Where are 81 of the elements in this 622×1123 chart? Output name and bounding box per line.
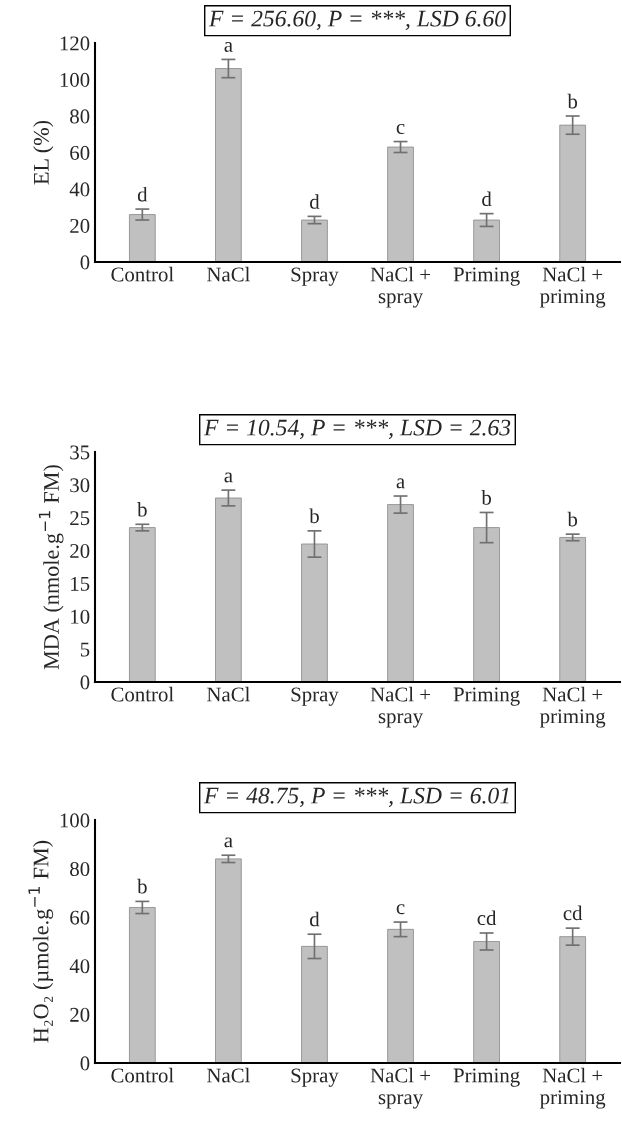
y-tick-label: 20 xyxy=(70,218,90,233)
data-label: b xyxy=(309,508,319,524)
data-label: cd xyxy=(477,910,497,926)
y-tick-label: 80 xyxy=(70,861,90,877)
x-tick-label: NaCl xyxy=(207,266,250,282)
data-label: cd xyxy=(563,905,583,921)
y-tick-label: 30 xyxy=(70,478,90,493)
chart-title: F = 256.60, P = ***, LSD 6.60 xyxy=(208,10,506,30)
bar xyxy=(129,214,156,262)
bar xyxy=(301,543,328,682)
x-tick-label: Control xyxy=(111,266,174,282)
x-tick-label: NaCl + priming xyxy=(540,1067,606,1109)
x-tick-label: Spray xyxy=(291,687,339,706)
bar xyxy=(473,941,500,1063)
x-tick-label: Priming xyxy=(453,267,520,286)
y-tick-label: 25 xyxy=(70,511,90,526)
bar xyxy=(387,928,414,1063)
x-tick-label: NaCl xyxy=(207,686,250,702)
bar xyxy=(387,504,414,682)
x-tick-label: NaCl + spray xyxy=(370,686,430,728)
y-tick-label: 35 xyxy=(70,445,90,460)
bar xyxy=(559,537,586,682)
y-tick-label: 120 xyxy=(60,36,90,51)
bar xyxy=(301,945,328,1063)
data-label: a xyxy=(224,472,233,483)
y-tick-label: 10 xyxy=(71,609,90,624)
y-tick-label: 0 xyxy=(80,255,90,270)
chart-title: F = 48.75, P = ***, LSD = 6.01 xyxy=(203,787,509,807)
x-tick-label: NaCl + priming xyxy=(540,266,606,308)
x-tick-label: Priming xyxy=(453,1068,520,1087)
y-tick-label: 20 xyxy=(70,543,90,558)
bar xyxy=(473,219,500,262)
y-tick-label: 0 xyxy=(80,675,90,690)
y-tick-label: 100 xyxy=(60,813,90,828)
y-axis-title: MDA (nmole.g$^{−1}$ FM) xyxy=(38,465,64,670)
data-label: c xyxy=(396,904,405,915)
bar xyxy=(559,124,586,262)
data-label: c xyxy=(396,124,405,135)
bar xyxy=(129,907,156,1063)
bar xyxy=(559,936,586,1063)
y-tick-label: 60 xyxy=(70,910,90,925)
y-tick-label: 20 xyxy=(70,1007,90,1022)
x-tick-label: NaCl + spray xyxy=(370,1067,430,1109)
bar xyxy=(129,527,156,682)
bar xyxy=(387,146,414,262)
data-label: b xyxy=(481,490,492,505)
data-label: a xyxy=(224,41,233,52)
bar xyxy=(215,68,242,262)
y-tick-label: 40 xyxy=(69,959,90,974)
x-tick-label: Spray xyxy=(291,267,339,286)
y-axis-title: EL (%) xyxy=(33,120,54,185)
data-label: d xyxy=(310,194,320,209)
x-tick-label: Spray xyxy=(291,1068,339,1087)
bar xyxy=(301,219,328,262)
bar xyxy=(473,527,500,682)
y-tick-label: 40 xyxy=(69,182,90,197)
data-label: b xyxy=(567,511,578,527)
data-label: d xyxy=(482,191,492,207)
bar xyxy=(215,858,242,1063)
data-label: a xyxy=(396,478,405,489)
y-tick-label: 0 xyxy=(80,1056,90,1071)
chart-title: F = 10.54, P = ***, LSD = 2.63 xyxy=(203,419,511,439)
x-tick-label: Control xyxy=(111,686,174,702)
y-tick-label: 5 xyxy=(80,642,90,657)
x-tick-label: NaCl + spray xyxy=(370,266,430,308)
data-label: b xyxy=(567,93,578,109)
y-axis-title: H₂O₂ (µmole.g$^{−1}$ FM) xyxy=(28,840,54,1043)
data-label: d xyxy=(310,911,320,927)
y-tick-label: 100 xyxy=(60,72,90,87)
x-tick-label: NaCl xyxy=(207,1067,250,1083)
bar xyxy=(215,497,242,682)
x-tick-label: NaCl + priming xyxy=(540,686,606,728)
y-tick-label: 60 xyxy=(70,145,90,160)
data-label: b xyxy=(137,501,147,517)
y-tick-label: 80 xyxy=(70,109,90,124)
data-label: d xyxy=(137,186,148,202)
y-tick-label: 15 xyxy=(71,576,90,591)
data-label: a xyxy=(224,837,233,848)
x-tick-label: Priming xyxy=(453,687,520,706)
data-label: b xyxy=(137,878,147,894)
x-tick-label: Control xyxy=(111,1067,174,1083)
